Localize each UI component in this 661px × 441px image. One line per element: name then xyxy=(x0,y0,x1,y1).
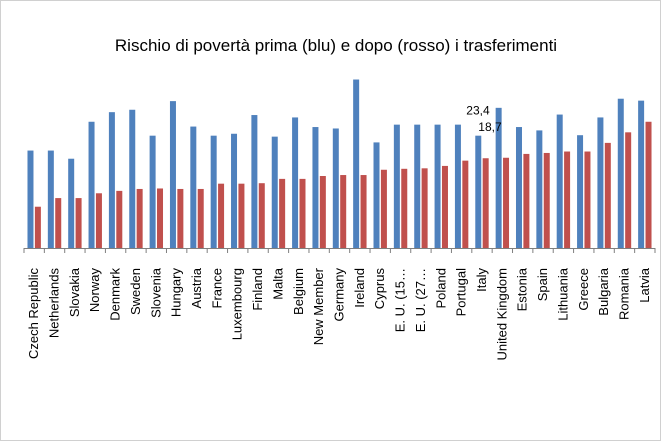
category-label-czech-republic: Czech Republic xyxy=(26,268,41,360)
bar-after-latvia xyxy=(646,122,652,248)
category-label-new-member: New Member xyxy=(311,267,326,345)
bar-after-e-u-15 xyxy=(401,169,407,248)
bar-before-estonia xyxy=(516,127,522,248)
bar-before-czech-republic xyxy=(27,151,33,248)
bar-after-poland xyxy=(442,166,448,248)
bar-after-spain xyxy=(544,153,550,248)
bar-before-malta xyxy=(272,137,278,248)
bar-after-bulgaria xyxy=(605,143,611,248)
bar-after-france xyxy=(218,184,224,248)
bar-before-netherlands xyxy=(48,151,54,248)
bar-after-estonia xyxy=(523,154,529,248)
category-label-austria: Austria xyxy=(189,267,204,308)
category-label-romania: Romania xyxy=(616,267,631,320)
bar-after-finland xyxy=(259,183,265,248)
category-label-denmark: Denmark xyxy=(108,268,123,321)
bar-after-slovenia xyxy=(157,188,163,248)
bar-before-poland xyxy=(435,125,441,248)
category-label-sweden: Sweden xyxy=(128,268,143,315)
category-label-finland: Finland xyxy=(250,268,265,311)
bar-before-e-u-15 xyxy=(394,125,400,248)
bar-after-portugal xyxy=(462,161,468,248)
bar-before-cyprus xyxy=(374,142,380,248)
bar-before-romania xyxy=(618,99,624,248)
category-label-norway: Norway xyxy=(87,268,102,313)
bar-after-united-kingdom xyxy=(503,158,509,248)
category-label-portugal: Portugal xyxy=(454,268,469,317)
bar-before-bulgaria xyxy=(597,117,603,248)
bar-after-greece xyxy=(584,152,590,248)
category-label-slovakia: Slovakia xyxy=(67,267,82,317)
category-label-ireland: Ireland xyxy=(352,268,367,308)
category-labels: Czech Republic Netherlands Slovakia Norway D… xyxy=(26,267,652,360)
category-label-united-kingdom: United Kingdom xyxy=(494,268,509,361)
category-label-italy: Italy xyxy=(474,268,489,292)
bar-after-sweden xyxy=(137,189,143,248)
bar-after-hungary xyxy=(177,189,183,248)
category-label-e-u-15: E. U. (15… xyxy=(393,268,408,332)
category-label-france: France xyxy=(209,268,224,308)
bar-before-portugal xyxy=(455,125,461,248)
bar-before-latvia xyxy=(638,101,644,248)
bar-before-new-member xyxy=(312,127,318,248)
bar-before-germany xyxy=(333,128,339,248)
bar-before-greece xyxy=(577,135,583,248)
bar-after-belgium xyxy=(299,179,305,248)
bar-after-norway xyxy=(96,193,102,248)
bar-after-luxembourg xyxy=(238,184,244,248)
category-label-luxembourg: Luxembourg xyxy=(230,268,245,340)
category-label-estonia: Estonia xyxy=(515,267,530,311)
category-label-lithuania: Lithuania xyxy=(555,267,570,321)
category-label-belgium: Belgium xyxy=(291,268,306,315)
category-label-e-u-27: E. U. (27… xyxy=(413,268,428,332)
bar-after-lithuania xyxy=(564,152,570,248)
bar-before-france xyxy=(211,136,217,248)
bar-after-romania xyxy=(625,132,631,248)
bar-after-ireland xyxy=(361,175,367,248)
category-label-malta: Malta xyxy=(270,267,285,300)
bar-after-new-member xyxy=(320,176,326,248)
bar-before-luxembourg xyxy=(231,134,237,248)
bar-after-cyprus xyxy=(381,170,387,248)
bar-before-lithuania xyxy=(557,115,563,248)
bar-before-spain xyxy=(536,130,542,248)
category-label-netherlands: Netherlands xyxy=(47,268,62,339)
bar-after-malta xyxy=(279,179,285,248)
category-label-greece: Greece xyxy=(576,268,591,311)
data-label-italy-after: 18,7 xyxy=(478,120,502,134)
bar-before-ireland xyxy=(353,80,359,248)
category-label-bulgaria: Bulgaria xyxy=(596,267,611,315)
bar-before-slovenia xyxy=(150,136,156,248)
bar-after-italy xyxy=(483,158,489,248)
category-label-spain: Spain xyxy=(535,268,550,301)
bar-after-germany xyxy=(340,175,346,248)
category-label-poland: Poland xyxy=(433,268,448,308)
bar-before-finland xyxy=(251,115,257,248)
data-label-italy-before: 23,4 xyxy=(466,104,490,118)
bar-after-denmark xyxy=(116,191,122,248)
bar-before-norway xyxy=(89,122,95,248)
bars-layer xyxy=(27,80,651,248)
chart-title: Rischio di povertà prima (blu) e dopo (r… xyxy=(115,36,557,55)
bar-before-sweden xyxy=(129,110,135,248)
bar-before-italy xyxy=(475,136,481,248)
bar-before-e-u-27 xyxy=(414,125,420,248)
bar-after-slovakia xyxy=(76,198,82,248)
bar-before-belgium xyxy=(292,117,298,248)
bar-after-netherlands xyxy=(55,198,61,248)
bar-after-e-u-27 xyxy=(422,168,428,248)
bar-after-czech-republic xyxy=(35,207,41,248)
category-label-latvia: Latvia xyxy=(637,267,652,302)
bar-after-austria xyxy=(198,189,204,248)
category-label-slovenia: Slovenia xyxy=(148,267,163,318)
bar-before-slovakia xyxy=(68,159,74,248)
bar-before-hungary xyxy=(170,101,176,248)
bar-before-denmark xyxy=(109,112,115,248)
category-label-germany: Germany xyxy=(332,268,347,322)
category-label-cyprus: Cyprus xyxy=(372,268,387,310)
bar-before-austria xyxy=(190,127,196,248)
category-label-hungary: Hungary xyxy=(169,268,184,318)
